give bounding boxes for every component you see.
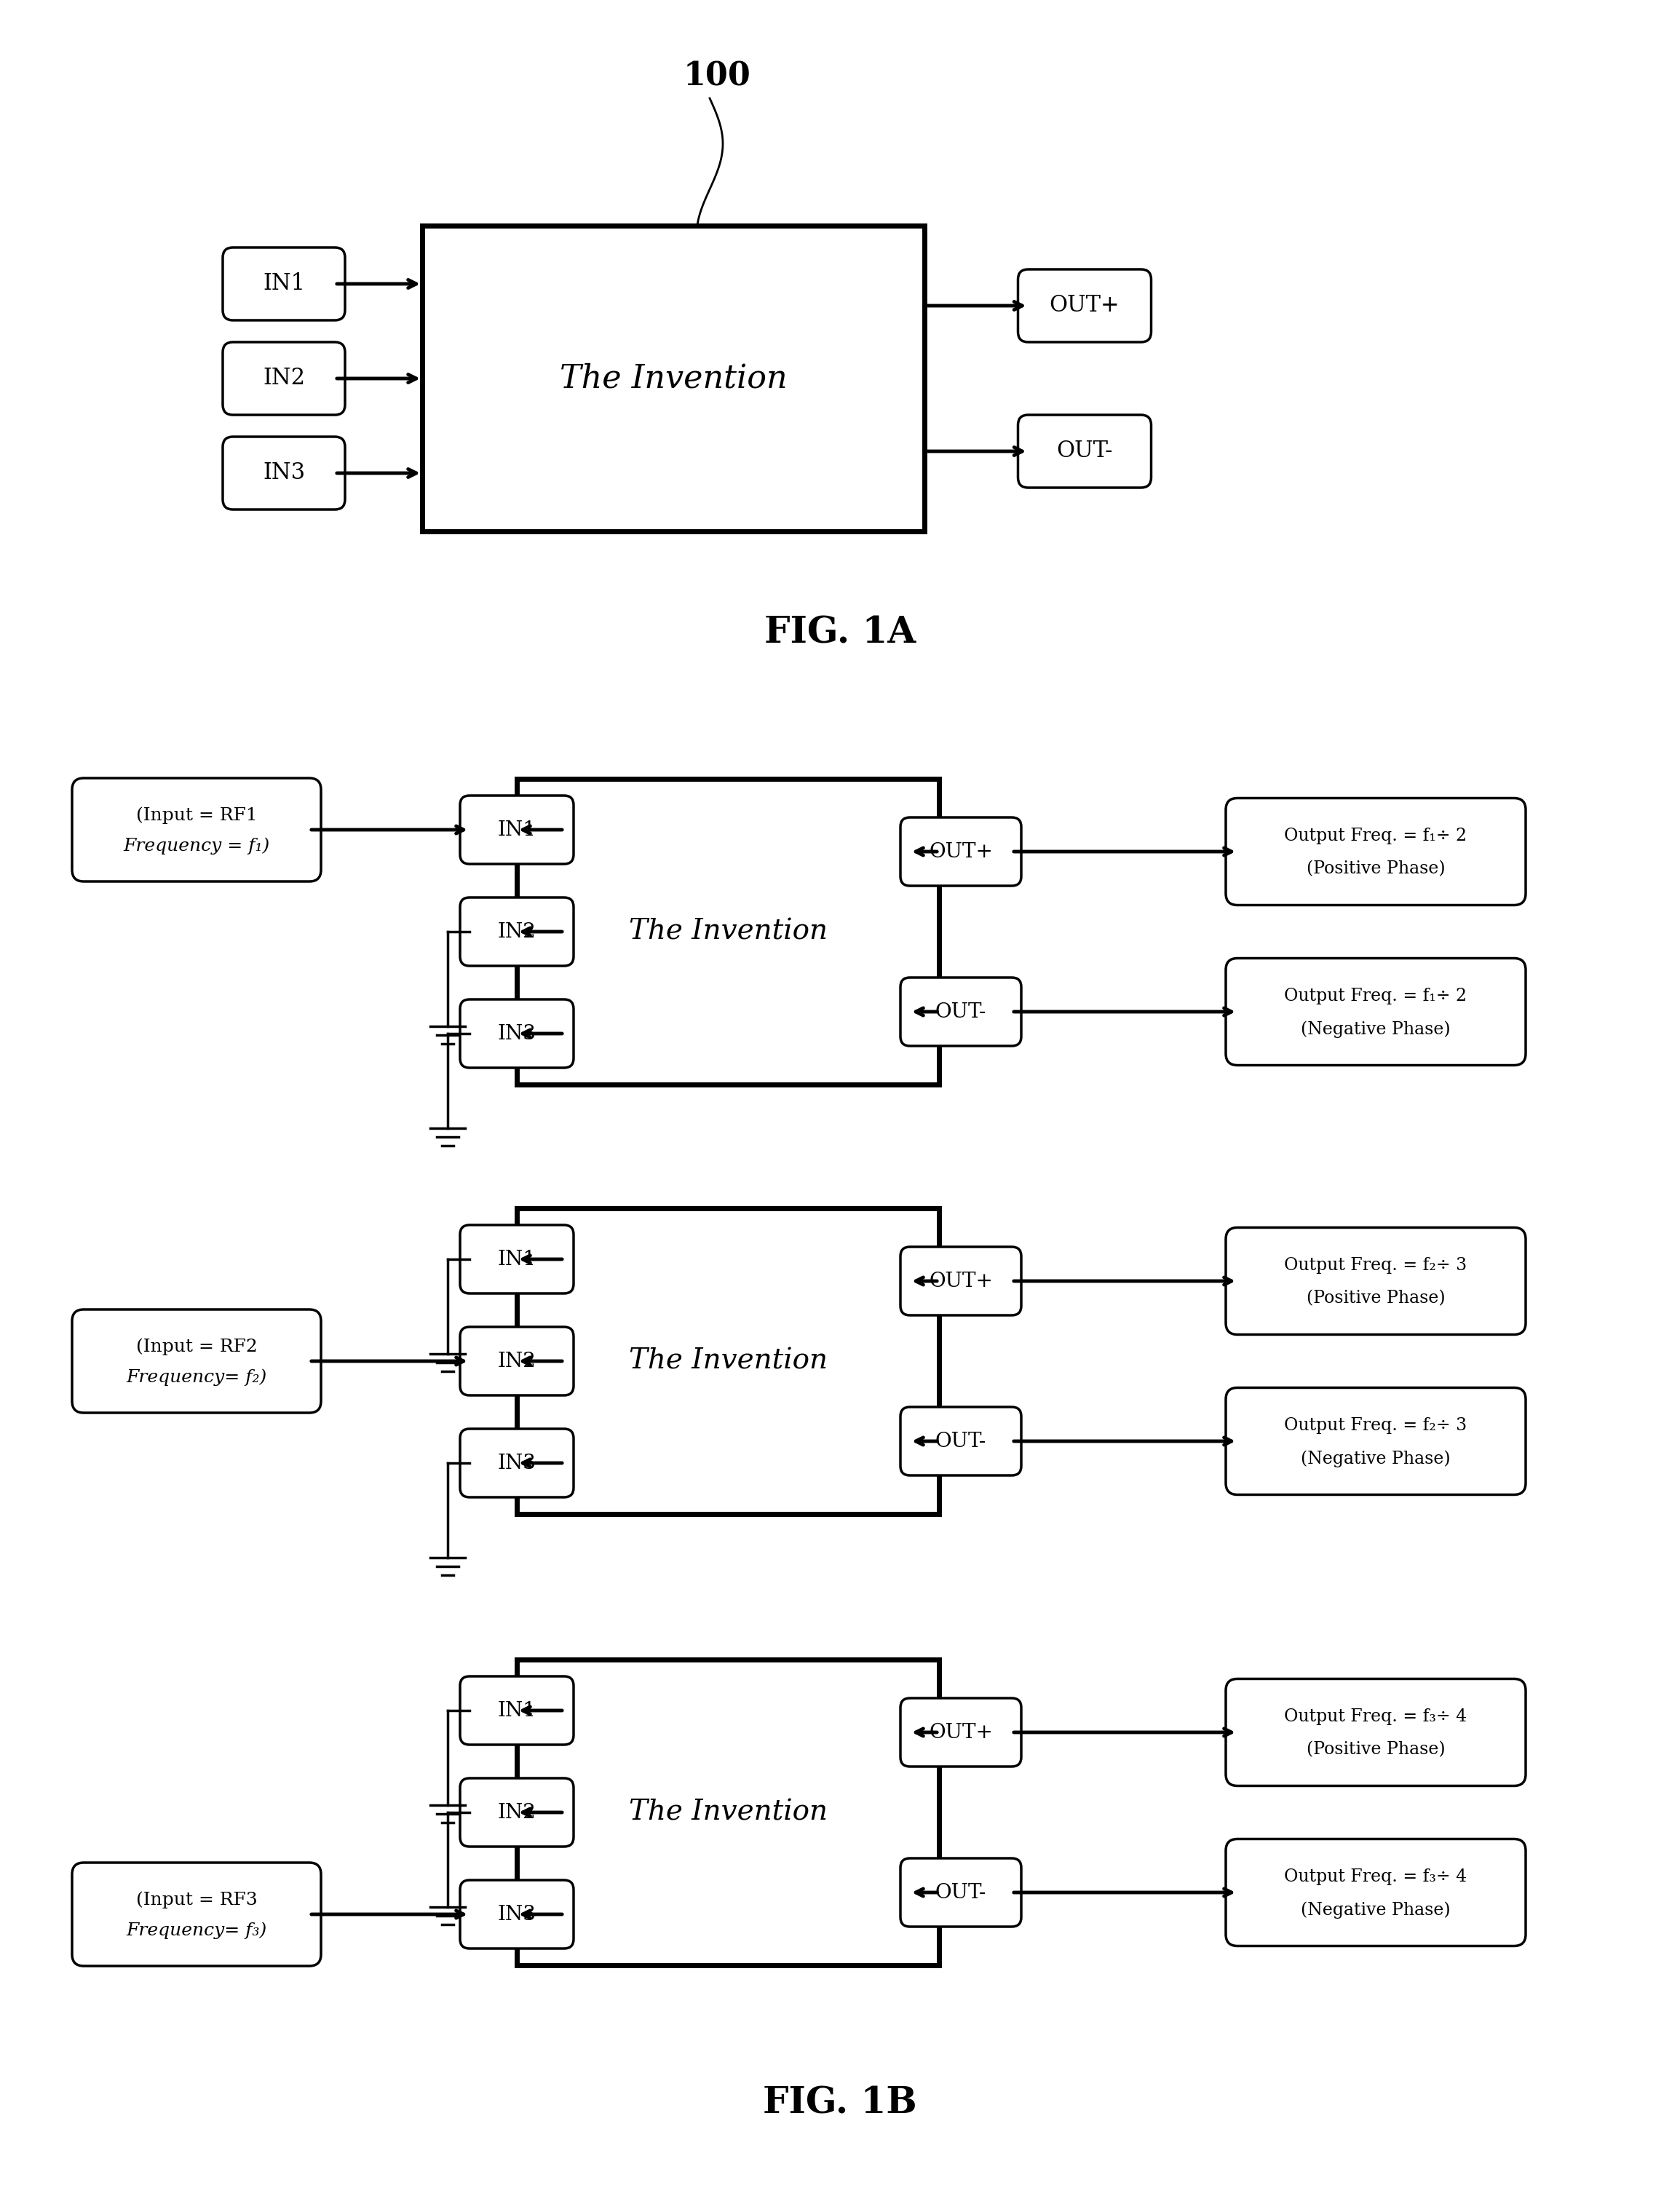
Text: Output Freq. = f₁÷ 2: Output Freq. = f₁÷ 2 xyxy=(1284,987,1467,1005)
FancyBboxPatch shape xyxy=(460,1428,573,1497)
Text: Frequency = f₁): Frequency = f₁) xyxy=(123,838,270,855)
Text: (Positive Phase): (Positive Phase) xyxy=(1307,862,1445,877)
Text: OUT+: OUT+ xyxy=(929,842,993,862)
Text: IN1: IN1 xyxy=(262,273,306,295)
FancyBboxPatch shape xyxy=(223,342,344,414)
Text: FIG. 1A: FIG. 1A xyxy=(764,615,916,650)
FancyBboxPatch shape xyxy=(460,1225,573,1294)
Text: (Negative Phase): (Negative Phase) xyxy=(1300,1450,1450,1468)
FancyBboxPatch shape xyxy=(460,1880,573,1948)
FancyBboxPatch shape xyxy=(460,897,573,965)
FancyBboxPatch shape xyxy=(900,1858,1021,1926)
Text: IN2: IN2 xyxy=(262,368,306,390)
FancyBboxPatch shape xyxy=(460,998,573,1067)
Text: IN2: IN2 xyxy=(497,921,536,941)
Text: The Invention: The Invention xyxy=(559,364,788,395)
Text: OUT-: OUT- xyxy=(1057,441,1112,463)
Text: Frequency= f₂): Frequency= f₂) xyxy=(126,1369,267,1386)
FancyBboxPatch shape xyxy=(460,1677,573,1746)
FancyBboxPatch shape xyxy=(1226,1838,1525,1946)
Text: OUT-: OUT- xyxy=(936,1430,986,1450)
Text: Output Freq. = f₂÷ 3: Output Freq. = f₂÷ 3 xyxy=(1284,1417,1467,1433)
FancyBboxPatch shape xyxy=(1226,1389,1525,1494)
FancyBboxPatch shape xyxy=(460,796,573,864)
FancyBboxPatch shape xyxy=(1018,269,1151,342)
Text: The Invention: The Invention xyxy=(628,919,827,946)
Text: IN2: IN2 xyxy=(497,1803,536,1823)
Text: IN1: IN1 xyxy=(497,1250,536,1270)
Text: OUT+: OUT+ xyxy=(929,1272,993,1292)
FancyBboxPatch shape xyxy=(900,818,1021,886)
Text: IN3: IN3 xyxy=(497,1904,536,1924)
Text: IN2: IN2 xyxy=(497,1351,536,1371)
Text: IN3: IN3 xyxy=(262,463,306,485)
Text: IN3: IN3 xyxy=(497,1023,536,1042)
Text: OUT-: OUT- xyxy=(936,1003,986,1023)
Text: OUT+: OUT+ xyxy=(929,1724,993,1741)
Text: 100: 100 xyxy=(684,62,751,93)
Text: IN3: IN3 xyxy=(497,1452,536,1472)
FancyBboxPatch shape xyxy=(1226,798,1525,906)
Bar xyxy=(517,778,939,1084)
FancyBboxPatch shape xyxy=(72,1862,321,1966)
FancyBboxPatch shape xyxy=(72,778,321,882)
FancyBboxPatch shape xyxy=(223,247,344,320)
FancyBboxPatch shape xyxy=(1018,414,1151,487)
FancyBboxPatch shape xyxy=(1226,959,1525,1065)
Text: Output Freq. = f₃÷ 4: Output Freq. = f₃÷ 4 xyxy=(1284,1708,1467,1726)
Text: IN1: IN1 xyxy=(497,1701,536,1721)
FancyBboxPatch shape xyxy=(900,1697,1021,1768)
FancyBboxPatch shape xyxy=(223,436,344,509)
Text: Frequency= f₃): Frequency= f₃) xyxy=(126,1922,267,1940)
Text: Output Freq. = f₂÷ 3: Output Freq. = f₂÷ 3 xyxy=(1284,1256,1467,1274)
FancyBboxPatch shape xyxy=(1226,1679,1525,1785)
Text: (Negative Phase): (Negative Phase) xyxy=(1300,1020,1450,1038)
Text: FIG. 1B: FIG. 1B xyxy=(763,2085,917,2122)
Text: (Positive Phase): (Positive Phase) xyxy=(1307,1289,1445,1307)
Text: Output Freq. = f₃÷ 4: Output Freq. = f₃÷ 4 xyxy=(1284,1869,1467,1884)
FancyBboxPatch shape xyxy=(1226,1228,1525,1336)
Text: IN1: IN1 xyxy=(497,820,536,840)
Text: (Input = RF3: (Input = RF3 xyxy=(136,1891,257,1909)
Text: (Input = RF2: (Input = RF2 xyxy=(136,1338,257,1355)
Bar xyxy=(422,225,924,531)
Text: Output Freq. = f₁÷ 2: Output Freq. = f₁÷ 2 xyxy=(1284,826,1467,844)
FancyBboxPatch shape xyxy=(72,1309,321,1413)
Bar xyxy=(517,1208,939,1514)
Text: (Negative Phase): (Negative Phase) xyxy=(1300,1902,1450,1917)
FancyBboxPatch shape xyxy=(900,1406,1021,1474)
Text: The Invention: The Invention xyxy=(628,1798,827,1825)
Text: OUT+: OUT+ xyxy=(1050,295,1121,317)
FancyBboxPatch shape xyxy=(460,1327,573,1395)
FancyBboxPatch shape xyxy=(900,979,1021,1047)
Bar xyxy=(517,1660,939,1966)
FancyBboxPatch shape xyxy=(900,1247,1021,1316)
FancyBboxPatch shape xyxy=(460,1779,573,1847)
Text: (Positive Phase): (Positive Phase) xyxy=(1307,1741,1445,1759)
Text: The Invention: The Invention xyxy=(628,1347,827,1375)
Text: OUT-: OUT- xyxy=(936,1882,986,1902)
Text: (Input = RF1: (Input = RF1 xyxy=(136,807,257,824)
